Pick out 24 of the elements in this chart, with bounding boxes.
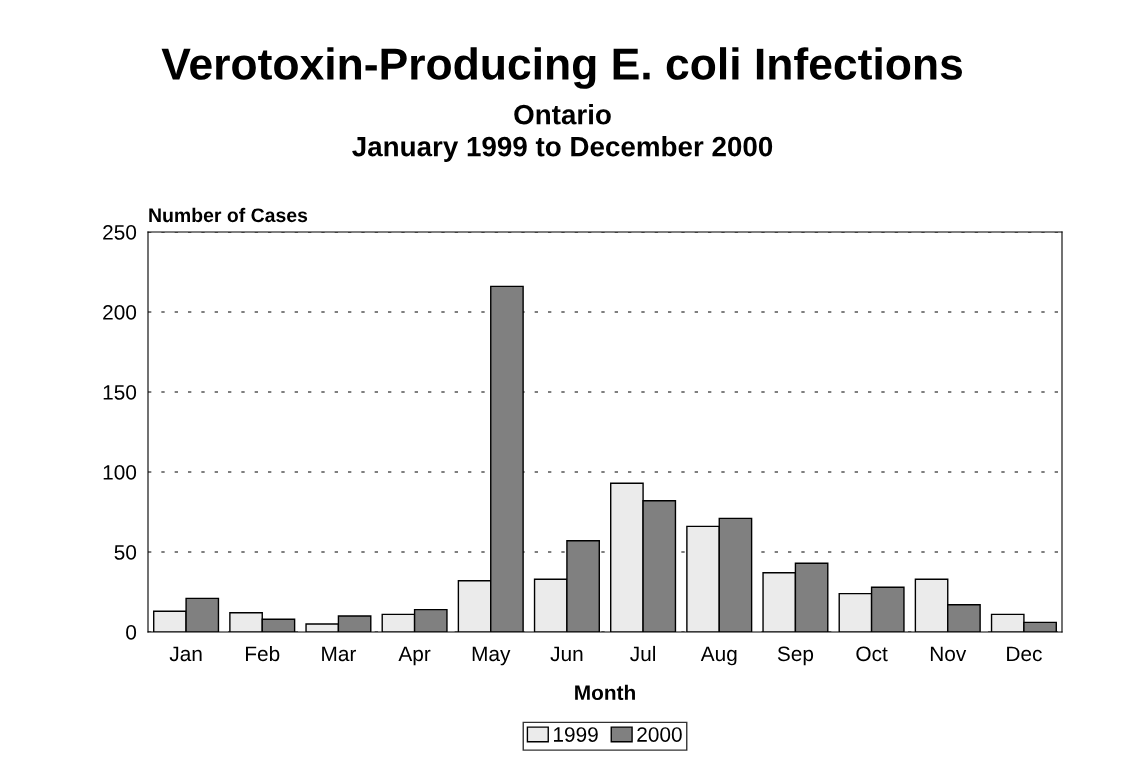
x-tick-label: Sep: [777, 646, 814, 666]
legend-label: 2000: [637, 727, 682, 742]
x-tick-label: May: [472, 646, 511, 666]
x-tick-label: Mar: [322, 646, 357, 662]
y-axis-title: Number of Cases: [149, 207, 308, 223]
x-tick-label: Dec: [1007, 646, 1042, 662]
y-tick-label: 0: [126, 625, 137, 640]
x-axis-title: Month: [575, 684, 635, 701]
y-tick-label: 150: [103, 385, 137, 400]
x-tick-label: Nov: [930, 646, 967, 662]
y-tick-label: 50: [114, 545, 137, 560]
chart-subtitle: Ontario January 1999 to December 2000: [352, 104, 773, 162]
x-tick-label: Aug: [700, 646, 737, 666]
y-tick-label: 100: [103, 465, 137, 480]
y-tick-label: 250: [103, 225, 137, 240]
x-tick-label: Feb: [246, 645, 280, 662]
y-tick-label: 200: [103, 305, 137, 320]
x-tick-label: Jun: [550, 646, 583, 662]
chart-title: Verotoxin-Producing E. coli Infections: [161, 47, 962, 89]
x-tick-label: Apr: [398, 646, 431, 666]
legend-label: 1999: [554, 727, 598, 742]
x-tick-label: Jul: [630, 645, 656, 662]
x-tick-label: Oct: [856, 646, 888, 662]
x-tick-label: Jan: [169, 646, 202, 662]
